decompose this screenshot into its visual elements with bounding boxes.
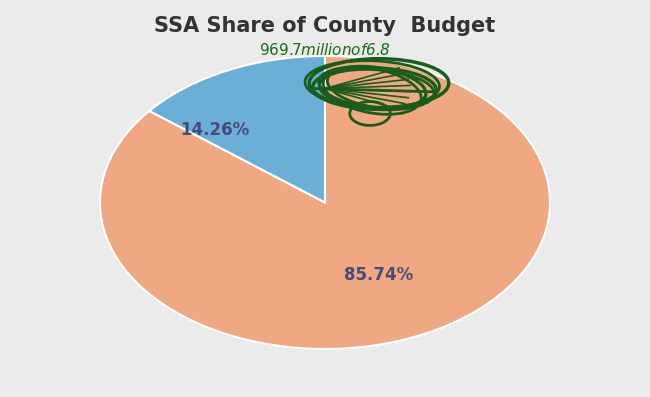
- Text: 85.74%: 85.74%: [344, 266, 413, 284]
- Polygon shape: [150, 56, 325, 202]
- Text: 14.26%: 14.26%: [181, 121, 250, 139]
- Text: SSA Share of County  Budget: SSA Share of County Budget: [155, 16, 495, 36]
- Text: $969.7 million of $6.8: $969.7 million of $6.8: [259, 42, 391, 58]
- Polygon shape: [100, 56, 550, 349]
